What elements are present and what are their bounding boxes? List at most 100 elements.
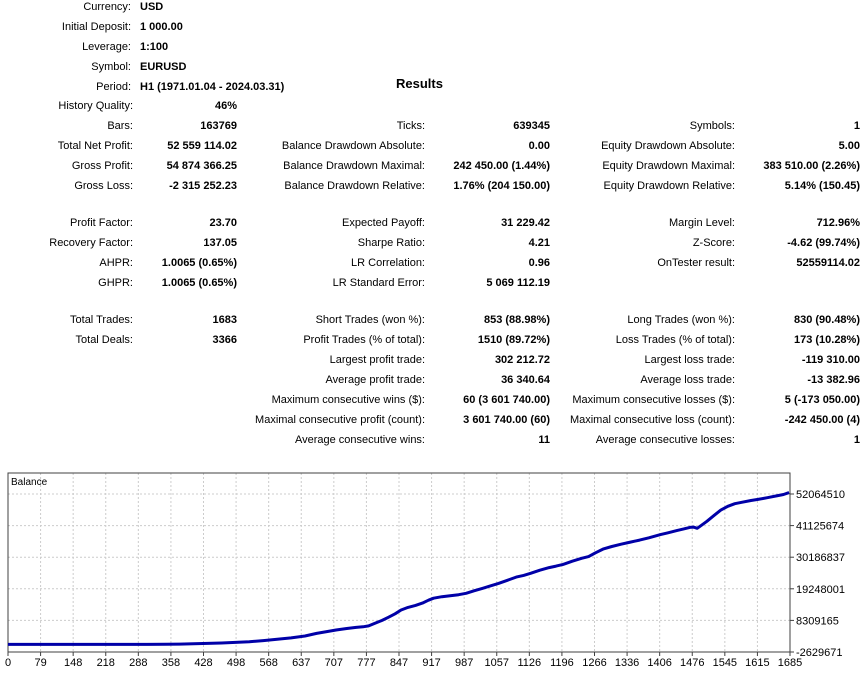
stat-value-loss-trades-of-total: 173 (10.28%)	[793, 334, 860, 346]
stats-row: Gross Profit: 54 874 366.25 Balance Drawdo…	[0, 156, 860, 176]
stat-label-equity-drawdown-absolute: Equity Drawdown Absolute:	[601, 140, 735, 152]
x-tick-label: 498	[227, 657, 245, 669]
chart-title: Balance	[11, 477, 48, 488]
empty-cell	[550, 96, 735, 116]
stat-label-maximum-consecutive-losses: Maximum consecutive losses ($):	[572, 394, 735, 406]
stat-value-profit-factor: 23.70	[209, 217, 237, 229]
setting-label: Initial Deposit:	[61, 21, 131, 33]
stat-label-ahpr: AHPR:	[99, 257, 133, 269]
setting-value: H1 (1971.01.04 - 2024.03.31)	[140, 81, 285, 93]
x-tick-label: 707	[325, 657, 343, 669]
stat-value-lr-correlation: 0.96	[528, 257, 550, 269]
stats-row: GHPR: 1.0065 (0.65%) LR Standard Error: 5 0…	[0, 273, 860, 293]
stat-label-maximal-consecutive-loss-count: Maximal consecutive loss (count):	[569, 414, 735, 426]
empty-cell	[0, 370, 133, 390]
stats-block-general: History Quality: 46% Bars: 163769 Ticks: 6393…	[0, 96, 860, 196]
setting-initial-deposit: Initial Deposit: 1 000.00	[0, 17, 284, 37]
stat-value-ghpr: 1.0065 (0.65%)	[161, 277, 237, 289]
x-tick-label: 0	[5, 657, 11, 669]
empty-cell	[237, 96, 425, 116]
setting-currency: Currency: USD	[0, 0, 284, 17]
setting-label: Currency:	[83, 1, 131, 13]
stats-row: Maximum consecutive wins ($): 60 (3 601 7…	[0, 390, 860, 410]
stats-row: Largest profit trade: 302 212.72 Largest l…	[0, 350, 860, 370]
stat-value-largest-loss-trade: -119 310.00	[801, 354, 860, 366]
x-tick-label: 777	[357, 657, 375, 669]
y-tick-label: 19248001	[796, 584, 845, 596]
stat-label-lr-correlation: LR Correlation:	[351, 257, 425, 269]
x-tick-label: 847	[390, 657, 408, 669]
x-tick-label: 1476	[680, 657, 704, 669]
stat-label-average-loss-trade: Average loss trade:	[640, 374, 735, 386]
x-tick-label: 218	[97, 657, 115, 669]
stat-label-short-trades-won: Short Trades (won %):	[315, 314, 425, 326]
setting-period: Period: H1 (1971.01.04 - 2024.03.31)	[0, 77, 284, 97]
stat-label-maximal-consecutive-profit-count: Maximal consecutive profit (count):	[255, 414, 425, 426]
stat-value-maximal-consecutive-profit-count: 3 601 740.00 (60)	[463, 414, 550, 426]
stat-value-balance-drawdown-absolute: 0.00	[528, 140, 550, 152]
setting-value: EURUSD	[140, 61, 187, 73]
empty-cell	[550, 273, 735, 293]
setting-label: Symbol:	[91, 61, 131, 73]
stat-label-equity-drawdown-maximal: Equity Drawdown Maximal:	[602, 160, 735, 172]
stats-row: AHPR: 1.0065 (0.65%) LR Correlation: 0.96 On…	[0, 253, 860, 273]
x-tick-label: 1196	[550, 657, 574, 669]
stat-value-sharpe-ratio: 4.21	[528, 237, 550, 249]
stat-label-ontester-result: OnTester result:	[657, 257, 735, 269]
stat-value-expected-payoff: 31 229.42	[501, 217, 550, 229]
x-tick-label: 79	[34, 657, 46, 669]
empty-cell	[735, 273, 860, 293]
stat-value-balance-drawdown-maximal: 242 450.00 (1.44%)	[453, 160, 550, 172]
empty-cell	[735, 96, 860, 116]
y-tick-label: 41125674	[796, 521, 844, 533]
y-tick-label: 52064510	[796, 489, 845, 501]
stat-label-gross-profit: Gross Profit:	[71, 160, 133, 172]
stats-row: Average profit trade: 36 340.64 Average lo…	[0, 370, 860, 390]
stat-value-equity-drawdown-relative: 5.14% (150.45)	[784, 180, 860, 192]
stat-value-symbols: 1	[853, 120, 860, 132]
x-tick-label: 358	[162, 657, 180, 669]
y-tick-label: 8309165	[796, 615, 839, 627]
stat-value-average-loss-trade: -13 382.96	[807, 374, 860, 386]
x-tick-label: 568	[259, 657, 277, 669]
stats-row: Total Net Profit: 52 559 114.02 Balance Dr…	[0, 136, 860, 156]
empty-cell	[425, 96, 550, 116]
stats-row: Maximal consecutive profit (count): 3 601…	[0, 410, 860, 430]
stat-label-largest-profit-trade: Largest profit trade:	[329, 354, 425, 366]
y-tick-label: -2629671	[796, 647, 843, 659]
stats-row: Bars: 163769 Ticks: 639345 Symbols: 1	[0, 116, 860, 136]
stat-value-average-consecutive-wins: 11	[538, 434, 550, 446]
stat-label-ghpr: GHPR:	[98, 277, 133, 289]
stat-label-total-trades: Total Trades:	[70, 314, 133, 326]
stat-label-lr-standard-error: LR Standard Error:	[332, 277, 425, 289]
stat-value-lr-standard-error: 5 069 112.19	[486, 277, 550, 289]
x-tick-label: 1685	[778, 657, 802, 669]
stat-value-ticks: 639345	[513, 120, 550, 132]
stat-label-bars: Bars:	[107, 120, 133, 132]
stat-value-total-net-profit: 52 559 114.02	[167, 140, 237, 152]
setting-value: 1:100	[140, 41, 169, 53]
stat-value-equity-drawdown-maximal: 383 510.00 (2.26%)	[763, 160, 860, 172]
stat-value-maximum-consecutive-wins: 60 (3 601 740.00)	[463, 394, 550, 406]
x-tick-label: 428	[194, 657, 212, 669]
balance-chart-canvas: 0 79 148 218 288 358 428 498 568 637 707 777 847 917 9…	[5, 472, 845, 669]
stat-value-maximal-consecutive-loss-count: -242 450.00 (4)	[784, 414, 860, 426]
empty-cell	[0, 430, 133, 450]
empty-cell	[133, 390, 237, 410]
x-tick-label: 637	[292, 657, 310, 669]
stat-label-profit-factor: Profit Factor:	[70, 217, 133, 229]
stat-value-z-score: -4.62 (99.74%)	[787, 237, 860, 249]
stat-label-average-consecutive-wins: Average consecutive wins:	[294, 434, 425, 446]
stats-row: Gross Loss: -2 315 252.23 Balance Drawdown…	[0, 176, 860, 196]
stat-value-long-trades-won: 830 (90.48%)	[793, 314, 860, 326]
stat-label-largest-loss-trade: Largest loss trade:	[644, 354, 736, 366]
stats-row: Average consecutive wins: 11 Average conse…	[0, 430, 860, 450]
x-tick-label: 1406	[647, 657, 671, 669]
balance-chart: 0 79 148 218 288 358 428 498 568 637 707 777 847 917 9…	[0, 470, 862, 678]
empty-cell	[0, 390, 133, 410]
stats-row: Recovery Factor: 137.05 Sharpe Ratio: 4.21 Z…	[0, 233, 860, 253]
empty-cell	[133, 430, 237, 450]
empty-cell	[0, 350, 133, 370]
stat-label-total-deals: Total Deals:	[75, 334, 133, 346]
stat-label-loss-trades-of-total: Loss Trades (% of total):	[615, 334, 735, 346]
